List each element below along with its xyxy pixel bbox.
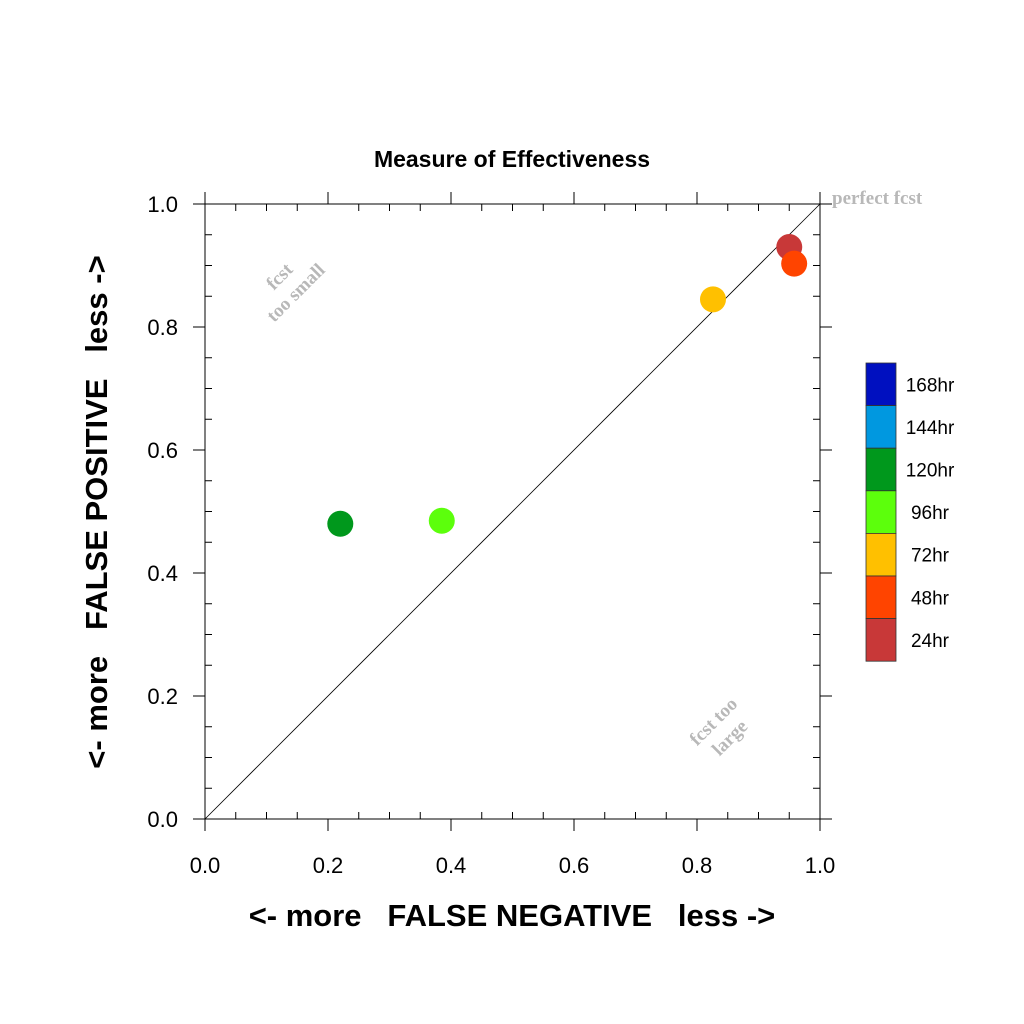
legend-swatch-96hr: [865, 490, 897, 534]
data-point-120hr: [327, 510, 354, 537]
x-tick-label: 0.0: [190, 853, 221, 878]
legend-swatch-120hr: [865, 447, 897, 492]
legend-swatch-24hr: [865, 618, 897, 662]
legend-label-144hr: 144hr: [906, 418, 955, 439]
axis-ticks: [193, 192, 832, 831]
x-tick-label: 0.8: [682, 853, 713, 878]
legend-swatch-48hr: [865, 575, 897, 619]
legend-label-96hr: 96hr: [911, 503, 950, 524]
y-tick-label: 0.0: [147, 807, 178, 832]
legend-swatch-168hr: [865, 362, 897, 406]
legend-label-72hr: 72hr: [911, 546, 950, 567]
legend-swatch-72hr: [865, 533, 897, 577]
data-point-72hr: [699, 286, 726, 313]
legend-swatch-144hr: [865, 405, 897, 449]
legend: 168hr 144hr 120hr 96hr 72hr 48hr 24hr: [865, 362, 955, 662]
annotation-too-small: fcst too small: [262, 259, 329, 327]
legend-label-24hr: 24hr: [911, 631, 950, 652]
annotation-too-large: fcst too large: [686, 694, 752, 760]
data-point-48hr: [781, 250, 808, 277]
x-tick-label: 0.6: [559, 853, 590, 878]
x-tick-label: 0.2: [313, 853, 344, 878]
annotation-perfect-fcst: perfect fcst: [832, 188, 923, 209]
x-tick-label: 1.0: [805, 853, 836, 878]
y-tick-label: 0.8: [147, 315, 178, 340]
tick-labels: 0.0 0.2 0.4 0.6 0.8 1.0 0.0 0.2 0.4 0.6 0.8 1.0: [147, 192, 835, 878]
legend-label-168hr: 168hr: [906, 375, 955, 396]
y-axis-title: <- more FALSE POSITIVE less ->: [79, 255, 114, 768]
legend-label-48hr: 48hr: [911, 588, 950, 609]
legend-label-120hr: 120hr: [906, 461, 955, 482]
data-point-96hr: [428, 507, 455, 534]
y-tick-label: 0.4: [147, 561, 178, 586]
y-tick-label: 1.0: [147, 192, 178, 217]
data-points: [327, 234, 808, 537]
y-tick-label: 0.2: [147, 684, 178, 709]
chart-title: Measure of Effectiveness: [374, 146, 650, 172]
x-axis-title: <- more FALSE NEGATIVE less ->: [249, 898, 776, 933]
y-tick-label: 0.6: [147, 438, 178, 463]
x-tick-label: 0.4: [436, 853, 467, 878]
